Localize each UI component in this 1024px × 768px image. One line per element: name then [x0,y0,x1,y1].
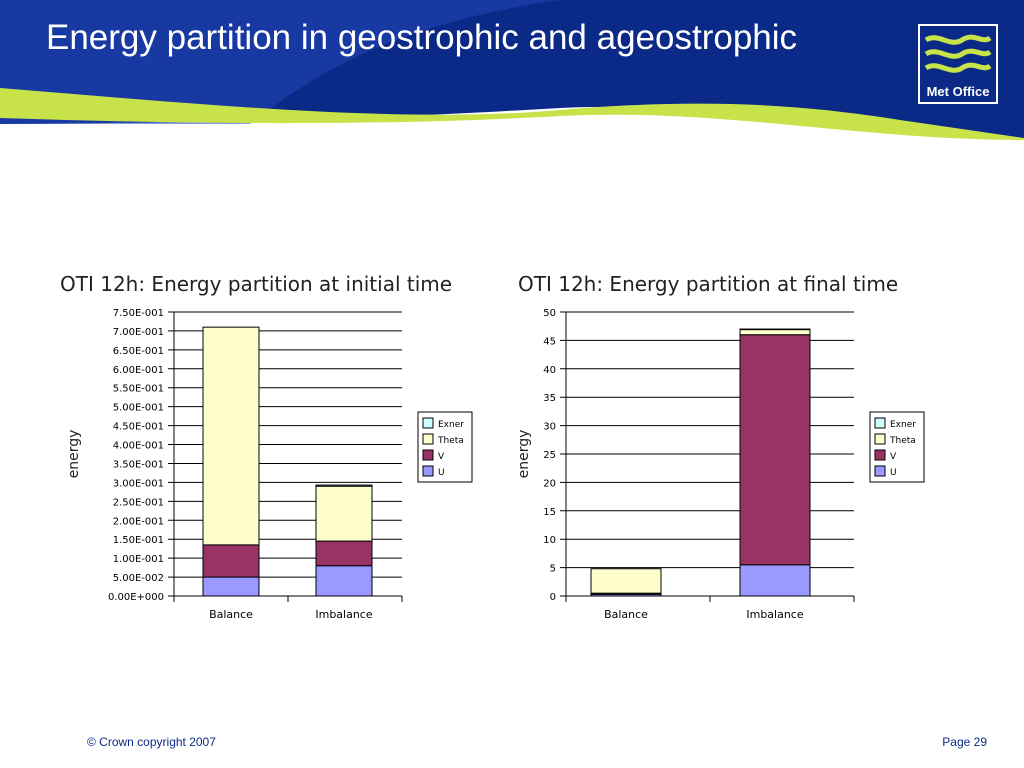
bar-segment-v [739,334,811,566]
y-tick-label: 0.00E+000 [108,592,164,603]
y-tick-label: 5.50E-001 [113,384,164,395]
bar-segment-u [315,565,373,597]
legend-label-theta: Theta [437,436,464,446]
header-wave-banner [0,0,1024,140]
y-tick-label: 6.50E-001 [113,346,164,357]
y-tick-label: 3.00E-001 [113,478,164,489]
page-number: Page 29 [942,735,987,749]
y-tick-label: 0 [550,592,556,603]
bar-segment-u [202,576,260,597]
legend-label-u: U [890,468,897,478]
bar-segment-u [739,564,811,597]
legend-swatch-exner [422,417,434,429]
bar-segment-theta [202,326,260,546]
bar-segment-v [315,540,373,567]
y-tick-label: 5.00E-002 [113,573,164,584]
bar-segment-theta [315,485,373,542]
y-tick-label: 5.00E-001 [113,403,164,414]
x-tick-label: Imbalance [315,608,372,621]
bar-segment-exner [739,328,811,331]
bar-segment-exner [315,484,373,487]
legend-swatch-u [422,465,434,477]
y-tick-label: 35 [543,393,556,404]
y-tick-label: 7.00E-001 [113,327,164,338]
y-tick-label: 50 [543,308,556,319]
y-tick-label: 10 [543,535,556,546]
y-axis-label: energy [516,430,532,479]
y-tick-label: 1.50E-001 [113,535,164,546]
wave-logo-icon [924,34,992,73]
chart-title: OTI 12h: Energy partition at final time [518,272,898,296]
y-tick-label: 1.00E-001 [113,554,164,565]
slide-header: Energy partition in geostrophic and ageo… [0,0,1024,140]
y-tick-label: 6.00E-001 [113,365,164,376]
y-tick-label: 5 [550,564,556,575]
x-tick-label: Imbalance [746,608,803,621]
bar-segment-theta [739,329,811,336]
y-tick-label: 30 [543,422,556,433]
y-tick-label: 4.50E-001 [113,422,164,433]
legend-label-v: V [438,452,445,462]
legend-swatch-v [874,449,886,461]
y-tick-label: 20 [543,478,556,489]
legend-swatch-u [874,465,886,477]
legend-label-u: U [438,468,445,478]
y-tick-label: 15 [543,507,556,518]
y-tick-label: 45 [543,336,556,347]
y-tick-label: 2.50E-001 [113,497,164,508]
met-office-logo: Met Office [918,24,998,104]
x-tick-label: Balance [209,608,253,621]
legend-label-v: V [890,452,897,462]
chart-title: OTI 12h: Energy partition at initial tim… [60,272,452,296]
y-tick-label: 7.50E-001 [113,308,164,319]
y-tick-label: 40 [543,365,556,376]
y-tick-label: 2.00E-001 [113,516,164,527]
legend-swatch-exner [874,417,886,429]
legend-swatch-v [422,449,434,461]
y-tick-label: 3.50E-001 [113,459,164,470]
x-tick-label: Balance [604,608,648,621]
y-axis-label: energy [66,430,82,479]
legend-swatch-theta [874,433,886,445]
legend-label-exner: Exner [438,420,464,430]
legend: Exner Theta VU [869,411,925,483]
logo-text: Met Office [926,84,990,99]
chart-initial-time: OTI 12h: Energy partition at initial tim… [60,272,473,621]
legend-label-exner: Exner [890,420,916,430]
legend: Exner Theta VU [417,411,473,483]
copyright-footer: © Crown copyright 2007 [87,735,216,749]
bar-segment-theta [590,568,662,594]
slide-title: Energy partition in geostrophic and ageo… [46,18,798,57]
y-tick-label: 4.00E-001 [113,441,164,452]
y-tick-label: 25 [543,450,556,461]
legend-swatch-theta [422,433,434,445]
chart-final-time: OTI 12h: Energy partition at final time 0… [516,272,925,621]
bar-segment-v [202,544,260,578]
legend-label-theta: Theta [889,436,916,446]
